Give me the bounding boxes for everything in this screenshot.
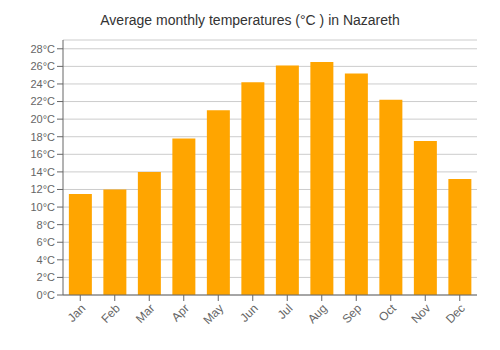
svg-text:12°C: 12°C: [30, 183, 55, 195]
svg-text:0°C: 0°C: [37, 289, 56, 301]
svg-text:Jun: Jun: [237, 301, 261, 325]
svg-text:May: May: [200, 301, 226, 327]
svg-text:16°C: 16°C: [30, 148, 55, 160]
svg-text:28°C: 28°C: [30, 43, 55, 55]
svg-text:Apr: Apr: [169, 301, 192, 324]
svg-text:Nov: Nov: [408, 301, 433, 326]
svg-text:Aug: Aug: [305, 301, 330, 326]
svg-text:Sep: Sep: [339, 301, 364, 326]
svg-text:8°C: 8°C: [37, 219, 56, 231]
svg-text:26°C: 26°C: [30, 60, 55, 72]
svg-text:14°C: 14°C: [30, 166, 55, 178]
svg-text:2°C: 2°C: [37, 271, 56, 283]
svg-text:Jul: Jul: [275, 301, 296, 322]
svg-text:18°C: 18°C: [30, 131, 55, 143]
svg-text:20°C: 20°C: [30, 113, 55, 125]
svg-text:10°C: 10°C: [30, 201, 55, 213]
svg-text:Feb: Feb: [98, 301, 123, 326]
svg-text:4°C: 4°C: [37, 254, 56, 266]
svg-text:Oct: Oct: [376, 301, 400, 325]
svg-text:24°C: 24°C: [30, 78, 55, 90]
html-text:Average monthly temperatures (: Average monthly temperatures (°C ) in Na…: [100, 12, 400, 28]
svg-text:6°C: 6°C: [37, 236, 56, 248]
svg-text:Dec: Dec: [443, 301, 468, 326]
svg-text:Jan: Jan: [65, 301, 89, 325]
svg-text:22°C: 22°C: [30, 95, 55, 107]
svg-text:Mar: Mar: [133, 301, 158, 326]
